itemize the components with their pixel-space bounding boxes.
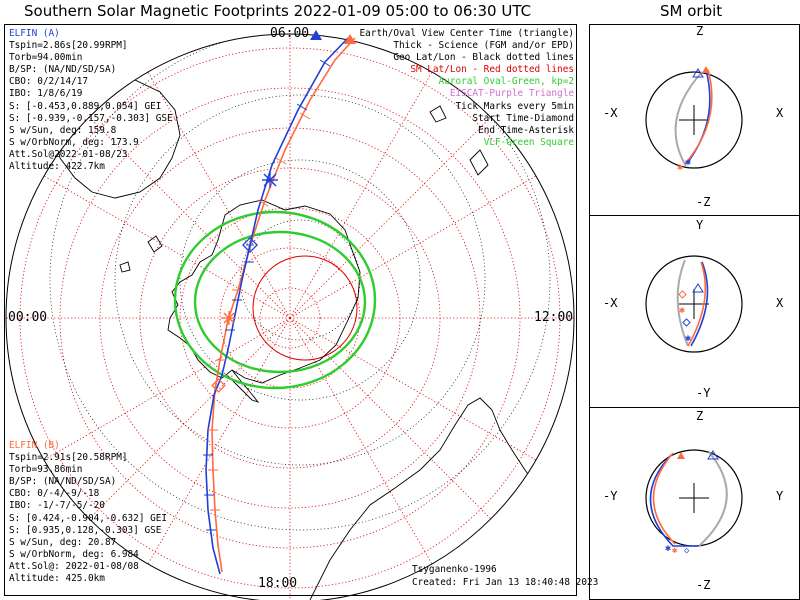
info-line: IBO: -1/-7/-5/-20 bbox=[9, 500, 105, 512]
mlt-label-top: 06:00 bbox=[270, 26, 310, 41]
legend-entry: SM Lat/Lon - Red dotted lines bbox=[410, 64, 574, 76]
orbit2-right: X bbox=[776, 296, 784, 310]
elfin-b-track bbox=[211, 37, 356, 573]
legend: Earth/Oval View Center Time (triangle) Th… bbox=[360, 28, 574, 149]
svg-text:◇: ◇ bbox=[684, 546, 690, 556]
legend-entry: Start Time-Diamond bbox=[472, 112, 574, 124]
info-line: S: [-0.453,0.889,0.054] GEI bbox=[9, 100, 162, 112]
auroral-oval-inner bbox=[193, 230, 367, 374]
orbit2-bottom: -Y bbox=[696, 386, 711, 400]
footprint-map bbox=[5, 30, 575, 600]
elfin-b-diamond bbox=[211, 378, 226, 393]
orbit3-right: Y bbox=[776, 489, 784, 503]
footprint-map-frame bbox=[4, 24, 577, 596]
legend-entry: VLF-Green Square bbox=[483, 136, 574, 148]
info-line: Torb=94.00min bbox=[9, 52, 83, 64]
mlt-label-left: 00:00 bbox=[8, 310, 48, 325]
info-line: IBO: 1/8/6/19 bbox=[9, 88, 83, 100]
elfin-b-name: ELFIN (B) bbox=[9, 440, 60, 451]
info-line: Altitude: 425.0km bbox=[9, 573, 105, 585]
elfin-a-lines: Tspin=2.86s[20.99RPM] Torb=94.00min B/SP: … bbox=[9, 40, 173, 173]
elfin-a-asterisk bbox=[262, 172, 278, 188]
orbit-xz-plot: ✱ ✱ bbox=[645, 66, 743, 173]
created-credit: Created: Fri Jan 13 18:40:48 2023 bbox=[412, 577, 599, 588]
info-line: S w/Sun, deg: 159.8 bbox=[9, 124, 117, 136]
info-line: S w/OrbNorm, deg: 173.9 bbox=[9, 136, 139, 148]
info-line: S w/OrbNorm, deg: 6.984 bbox=[9, 548, 139, 560]
orbit1-top: Z bbox=[696, 24, 704, 38]
legend-entry: Tick Marks every 5min bbox=[455, 100, 574, 112]
svg-text:✱: ✱ bbox=[677, 162, 683, 173]
elfin-a-name: ELFIN (A) bbox=[9, 28, 60, 39]
info-line: B/SP: (NA/ND/SD/SA) bbox=[9, 476, 117, 488]
mlt-label-bottom: 18:00 bbox=[258, 576, 298, 591]
elfin-a-view-triangle bbox=[310, 30, 322, 40]
info-line: Torb=93.86min bbox=[9, 464, 83, 476]
elfin-b-info: ELFIN (B) Tspin=2.91s[20.58RPM] Torb=93.8… bbox=[9, 440, 167, 585]
orbit3-top: Z bbox=[696, 409, 704, 423]
legend-entry: Auroral Oval-Green, kp=2 bbox=[438, 76, 574, 88]
orbit1-right: X bbox=[776, 106, 784, 120]
elfin-a-diamond bbox=[242, 237, 258, 253]
orbit1-bottom: -Z bbox=[696, 195, 711, 209]
auroral-oval-outer bbox=[173, 210, 377, 390]
info-line: CBO: 0/-4/-9/-18 bbox=[9, 488, 100, 500]
orbit-title: SM orbit bbox=[660, 2, 723, 20]
elfin-a-track bbox=[205, 37, 349, 575]
svg-text:✱: ✱ bbox=[672, 546, 678, 556]
svg-text:✱: ✱ bbox=[679, 305, 685, 316]
info-line: Tspin=2.91s[20.58RPM] bbox=[9, 452, 128, 464]
elfin-b-lines: Tspin=2.91s[20.58RPM] Torb=93.86min B/SP: … bbox=[9, 452, 167, 585]
svg-text:✱: ✱ bbox=[685, 157, 691, 168]
info-line: Att.Sol@2022-01-08/23 bbox=[9, 148, 128, 160]
orbit-xy-plot: ✱ ✱ bbox=[645, 255, 743, 353]
legend-entry: End Time-Asterisk bbox=[478, 124, 574, 136]
info-line: CBO: 0/2/14/17 bbox=[9, 76, 89, 88]
legend-entry: EISCAT-Purple Triangle bbox=[449, 88, 574, 100]
legend-entry: Geo Lat/Lon - Black dotted lines bbox=[393, 52, 574, 64]
info-line: Att.Sol@: 2022-01-08/08 bbox=[9, 560, 139, 572]
legend-entry: Earth/Oval View Center Time (triangle) bbox=[359, 28, 574, 39]
legend-entry: Thick - Science (FGM and/or EPD) bbox=[393, 40, 574, 52]
sm-pole-circle bbox=[252, 255, 358, 361]
model-credit: Tsyganenko-1996 bbox=[412, 564, 497, 575]
svg-text:✱: ✱ bbox=[665, 543, 671, 554]
orbit-yz-plot: ✱ ◇ ✱ bbox=[645, 449, 743, 556]
elfin-b-ticks bbox=[208, 112, 311, 511]
elfin-a-info: ELFIN (A) Tspin=2.86s[20.99RPM] Torb=94.0… bbox=[9, 28, 173, 173]
orbit1-left: -X bbox=[603, 106, 618, 120]
islands bbox=[119, 105, 489, 273]
info-line: S: [0.424,-0.904,-0.632] GEI bbox=[9, 512, 168, 524]
orbit3-left: -Y bbox=[603, 489, 618, 503]
orbit-plots: ✱ ✱ ✱ ✱ ✱ ◇ ✱ bbox=[645, 66, 743, 556]
elfin-b-asterisk bbox=[222, 311, 236, 325]
info-line: S: [-0.939,-0.157,-0.303] GSE bbox=[9, 112, 173, 124]
map-boundary bbox=[5, 33, 575, 600]
orbit3-bottom: -Z bbox=[696, 578, 711, 592]
elfin-a-ticks bbox=[203, 59, 331, 531]
info-line: Altitude: 422.7km bbox=[9, 161, 105, 173]
info-line: Tspin=2.86s[20.99RPM] bbox=[9, 40, 128, 52]
svg-text:✱: ✱ bbox=[685, 333, 691, 344]
mlt-label-right: 12:00 bbox=[534, 310, 574, 325]
info-line: B/SP: (NA/ND/SD/SA) bbox=[9, 64, 117, 76]
info-line: S w/Sun, deg: 20.87 bbox=[9, 536, 117, 548]
orbit2-left: -X bbox=[603, 296, 618, 310]
orbit2-top: Y bbox=[696, 218, 704, 232]
info-line: S: [0.935,0.128,-0.303] GSE bbox=[9, 524, 162, 536]
sm-lon-grid bbox=[6, 34, 574, 600]
chart-title: Southern Solar Magnetic Footprints 2022-… bbox=[24, 2, 532, 20]
elfin-b-view-triangle bbox=[344, 34, 356, 44]
